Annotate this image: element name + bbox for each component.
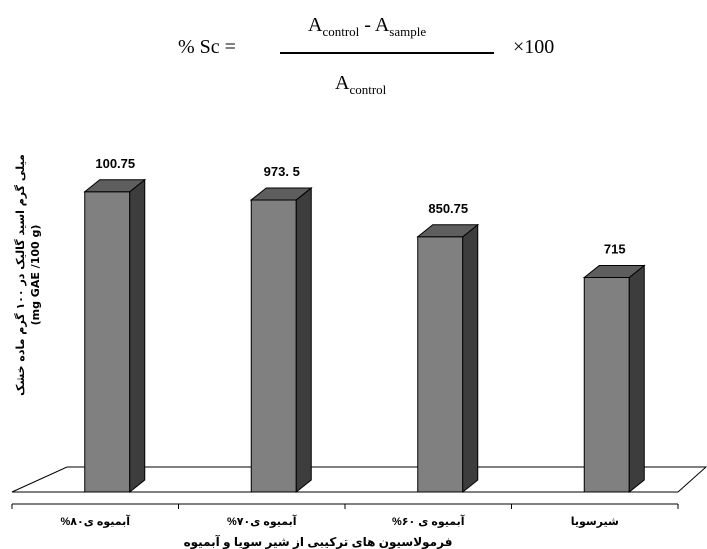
- formula: % Sc = Acontrol - Asample Acontrol ×100: [0, 0, 707, 110]
- numerator-a: A: [308, 14, 323, 36]
- x-tick-label: آبمیوه ی۷۰%: [227, 514, 297, 528]
- data-label: 715: [604, 242, 626, 257]
- bar-side: [628, 264, 645, 494]
- bar: [249, 186, 313, 494]
- bar: [582, 264, 646, 494]
- denominator-a: A: [335, 72, 350, 94]
- formula-multiplier: ×100: [513, 36, 555, 58]
- numerator-op: - A: [359, 14, 390, 36]
- x-tick-label: شیرسویا: [571, 516, 619, 528]
- data-label: 973. 5: [264, 164, 300, 179]
- bar-front: [583, 277, 630, 493]
- y-axis-label: میلی گرم اسید گالیک در ۱۰۰ گرم ماده خشک …: [13, 125, 43, 425]
- bar-side: [295, 186, 312, 494]
- y-axis-label-line2: (mg GAE /100 g): [29, 224, 42, 326]
- bar-front: [417, 236, 464, 493]
- numerator-b-sub: sample: [389, 24, 427, 39]
- fraction-line: [280, 52, 494, 54]
- x-tick-label: آبمیوه ی۸۰%: [60, 514, 130, 528]
- x-tick-label: آبمیوه ی ۶۰%: [392, 514, 465, 528]
- data-label: 850.75: [428, 201, 468, 216]
- formula-lhs: % Sc =: [178, 36, 236, 58]
- bar-side: [462, 223, 479, 494]
- bar-front: [84, 191, 131, 493]
- bar-front: [250, 199, 297, 493]
- bar: [83, 178, 147, 494]
- bar-top: [83, 179, 147, 193]
- bar-top: [249, 187, 313, 201]
- numerator-a-sub: control: [322, 24, 360, 39]
- bar-top: [582, 265, 646, 278]
- data-label: 100.75: [95, 156, 135, 171]
- y-axis-label-line1: میلی گرم اسید گالیک در ۱۰۰ گرم ماده خشک: [14, 154, 27, 396]
- data-labels: 100.75 973. 5 850.75 715: [95, 156, 625, 257]
- formula-denominator: Acontrol: [335, 72, 386, 98]
- x-tick-labels: آبمیوه ی۸۰% آبمیوه ی۷۰% آبمیوه ی ۶۰% شیرسوی…: [60, 514, 618, 528]
- bars: [83, 178, 646, 494]
- bar-top: [416, 224, 480, 238]
- bar: [416, 223, 480, 494]
- denominator-sub: control: [349, 82, 387, 97]
- x-axis-label: فرمولاسیون های ترکیبی از شیر سویا و آبمی…: [184, 534, 453, 549]
- bar-side: [129, 178, 146, 494]
- formula-numerator: Acontrol - Asample: [308, 14, 426, 40]
